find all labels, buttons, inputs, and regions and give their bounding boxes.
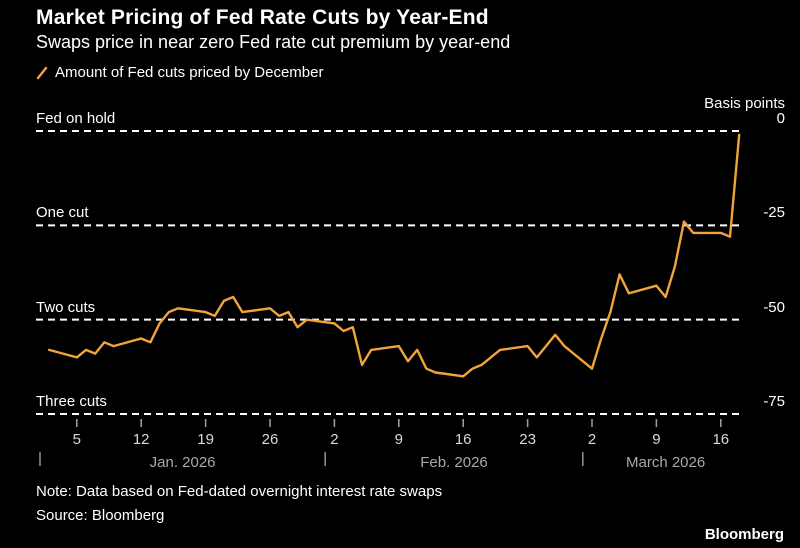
note-text: Note: Data based on Fed-dated overnight …: [36, 483, 443, 500]
source-text: Source: Bloomberg: [36, 507, 165, 524]
legend: Amount of Fed cuts priced by December: [36, 64, 323, 81]
legend-label: Amount of Fed cuts priced by December: [55, 64, 324, 81]
bloomberg-logo: Bloomberg: [704, 526, 784, 543]
y-axis-unit-label: Basis points: [704, 95, 785, 112]
chart-subtitle: Swaps price in near zero Fed rate cut pr…: [36, 32, 511, 52]
chart-title: Market Pricing of Fed Rate Cuts by Year-…: [36, 6, 489, 29]
fed-cuts-priced-line: [48, 133, 741, 378]
legend-line-icon: [36, 66, 48, 79]
